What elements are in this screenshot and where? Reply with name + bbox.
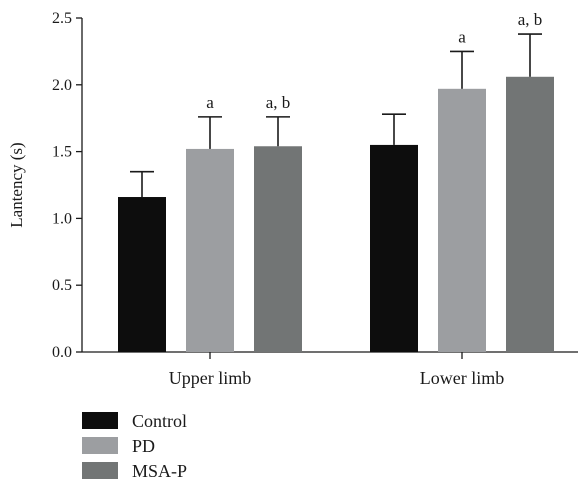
significance-label: a, b [266, 93, 291, 112]
significance-label: a, b [518, 10, 543, 29]
legend-swatch [82, 462, 118, 479]
y-axis-title: Lantency (s) [7, 142, 26, 227]
bar-control-upper-limb [118, 197, 166, 352]
y-tick-label: 2.0 [52, 77, 72, 94]
legend-label: MSA-P [132, 461, 187, 481]
bar-pd-lower-limb [438, 88, 486, 353]
chart-bars: a a, b a a, b [118, 10, 554, 353]
legend-swatch [82, 412, 118, 429]
y-tick-label: 0.0 [52, 344, 72, 361]
significance-label: a [458, 27, 466, 46]
legend-swatch [82, 437, 118, 454]
chart-axes: 0.0 0.5 1.0 1.5 2.0 2.5 Lantency (s) Upper limb… [7, 10, 578, 388]
significance-label: a [206, 93, 214, 112]
legend-label: Control [132, 411, 187, 431]
x-category-label: Lower limb [420, 368, 504, 388]
chart-legend: Control PD MSA-P [82, 411, 187, 481]
y-tick-label: 2.5 [52, 10, 72, 27]
bar-msa-p-upper-limb [254, 146, 302, 352]
bar-pd-upper-limb [186, 148, 234, 352]
x-category-label: Upper limb [169, 368, 252, 388]
y-tick-label: 1.5 [52, 144, 72, 161]
legend-label: PD [132, 436, 155, 456]
y-tick-label: 1.0 [52, 210, 72, 227]
bar-msa-p-lower-limb [506, 76, 554, 352]
y-tick-label: 0.5 [52, 277, 72, 294]
bar-control-lower-limb [370, 144, 418, 352]
